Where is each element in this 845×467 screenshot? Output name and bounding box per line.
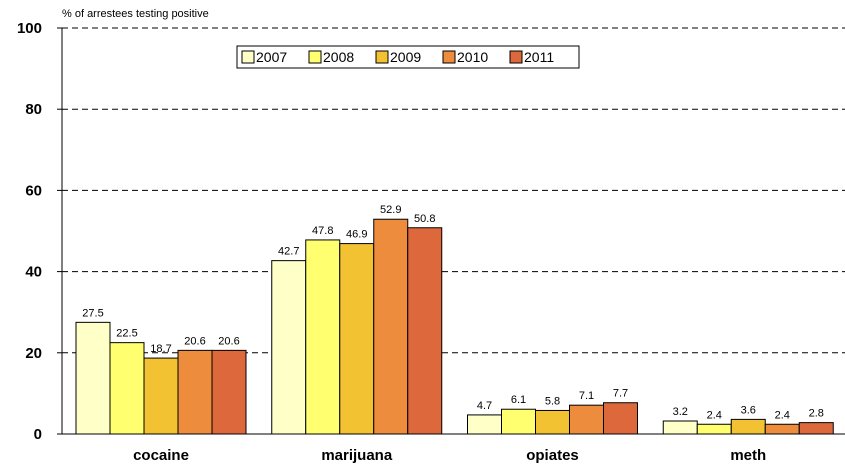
bar-meth-2007 — [663, 421, 697, 434]
legend-label-2007: 2007 — [256, 49, 287, 65]
data-label-cocaine-2007: 27.5 — [82, 307, 103, 319]
data-label-meth-2011: 2.8 — [809, 408, 824, 420]
bar-opiates-2008 — [502, 409, 536, 434]
bar-marijuana-2007 — [272, 261, 306, 434]
data-label-meth-2009: 3.6 — [741, 404, 756, 416]
bar-marijuana-2009 — [340, 244, 374, 434]
bar-marijuana-2011 — [408, 228, 442, 434]
data-label-opiates-2008: 6.1 — [511, 394, 526, 406]
bar-marijuana-2010 — [374, 219, 408, 434]
legend-label-2011: 2011 — [524, 49, 554, 65]
legend-label-2010: 2010 — [457, 49, 488, 65]
gridlines — [62, 28, 845, 353]
bar-meth-2010 — [765, 424, 799, 434]
legend-label-2008: 2008 — [323, 49, 354, 65]
y-tick-label-0: 0 — [34, 426, 42, 443]
bar-opiates-2011 — [604, 403, 638, 434]
data-label-cocaine-2010: 20.6 — [184, 335, 205, 347]
y-axis-ticks: 0 20 40 60 80 100 — [17, 20, 62, 443]
bar-cocaine-2007 — [76, 322, 110, 434]
legend-swatch-2011 — [510, 51, 522, 63]
bar-meth-2009 — [731, 419, 765, 434]
y-tick-label-80: 80 — [25, 101, 42, 118]
data-label-opiates-2011: 7.7 — [613, 388, 628, 400]
data-label-marijuana-2011: 50.8 — [414, 213, 435, 225]
bar-cocaine-2009 — [144, 358, 178, 434]
legend-swatch-2010 — [443, 51, 455, 63]
x-axis-ticks: cocaine marijuana opiates meth — [133, 447, 766, 464]
data-label-meth-2007: 3.2 — [673, 406, 688, 418]
data-label-cocaine-2011: 20.6 — [218, 335, 239, 347]
x-tick-label-opiates: opiates — [526, 447, 579, 464]
bar-meth-2008 — [697, 424, 731, 434]
data-label-opiates-2009: 5.8 — [545, 395, 560, 407]
data-label-meth-2008: 2.4 — [707, 409, 722, 421]
y-axis-label: % of arrestees testing positive — [62, 8, 209, 20]
bars — [76, 219, 833, 434]
x-tick-label-cocaine: cocaine — [133, 447, 189, 464]
y-tick-label-60: 60 — [25, 182, 42, 199]
y-tick-label-40: 40 — [25, 264, 42, 281]
legend-label-2009: 2009 — [390, 49, 421, 65]
x-tick-label-marijuana: marijuana — [321, 447, 393, 464]
data-label-opiates-2010: 7.1 — [579, 390, 594, 402]
data-label-meth-2010: 2.4 — [775, 409, 790, 421]
y-tick-label-20: 20 — [25, 345, 42, 362]
bar-cocaine-2010 — [178, 350, 212, 434]
bar-opiates-2009 — [536, 410, 570, 434]
data-label-marijuana-2010: 52.9 — [380, 204, 401, 216]
data-label-marijuana-2008: 47.8 — [312, 225, 333, 237]
data-label-marijuana-2007: 42.7 — [278, 246, 299, 258]
legend: 2007 2008 2009 2010 2011 — [237, 46, 579, 68]
bar-cocaine-2008 — [110, 343, 144, 434]
bar-marijuana-2008 — [306, 240, 340, 434]
x-tick-label-meth: meth — [730, 447, 766, 464]
legend-swatch-2008 — [309, 51, 321, 63]
data-label-cocaine-2009: 18.7 — [150, 343, 171, 355]
data-label-cocaine-2008: 22.5 — [116, 328, 137, 340]
data-label-marijuana-2009: 46.9 — [346, 229, 367, 241]
data-label-opiates-2007: 4.7 — [477, 400, 492, 412]
y-tick-label-100: 100 — [17, 20, 42, 37]
bar-cocaine-2011 — [212, 350, 246, 434]
legend-swatch-2009 — [376, 51, 388, 63]
bar-opiates-2007 — [468, 415, 502, 434]
legend-swatch-2007 — [242, 51, 254, 63]
bar-opiates-2010 — [570, 405, 604, 434]
bar-meth-2011 — [799, 423, 833, 434]
